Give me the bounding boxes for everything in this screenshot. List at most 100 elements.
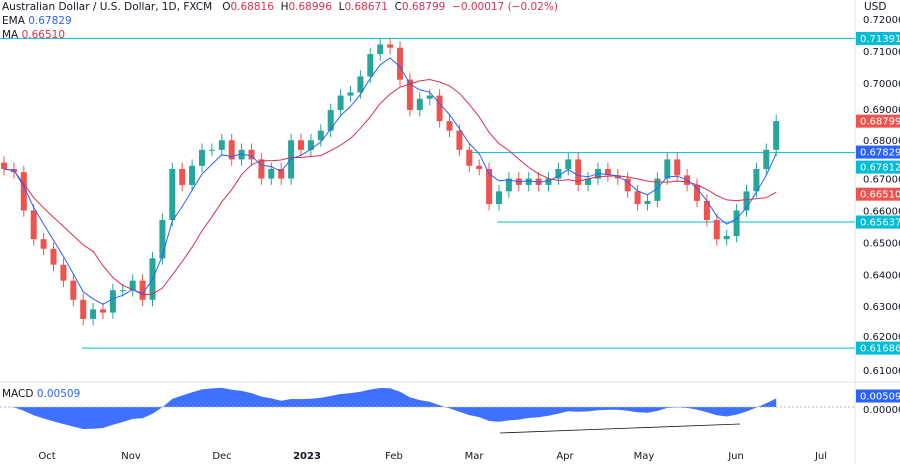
candle-body — [129, 280, 136, 291]
candle-body — [456, 130, 463, 150]
x-tick-label: Dec — [212, 451, 231, 462]
macd-value: 0.00509 — [36, 388, 81, 400]
price-tag-text: 0.71391 — [860, 34, 900, 45]
price-tag-text: 0.65637 — [860, 218, 900, 229]
price-tag-bg — [856, 187, 900, 201]
candle-body — [100, 309, 106, 313]
currency-label: USD — [864, 1, 887, 13]
ma-label: MA — [2, 29, 19, 41]
open-label: O — [222, 1, 231, 13]
level-price-tag: 0.71391 — [856, 31, 900, 45]
candle-body — [664, 159, 671, 179]
candle-body — [377, 44, 384, 55]
candle-body — [733, 210, 740, 236]
candle-body — [317, 130, 324, 141]
macd-legend[interactable]: MACD 0.00509 — [2, 388, 80, 400]
macd-price-tag: 0.00509 — [856, 389, 900, 403]
candle-body — [40, 239, 47, 249]
candle-body — [199, 149, 205, 166]
x-tick-label: Jun — [727, 451, 744, 462]
candle-body — [496, 191, 502, 205]
candle-body — [238, 149, 245, 160]
candle-body — [80, 299, 87, 319]
candle-body — [654, 178, 661, 201]
candle-body — [139, 280, 146, 300]
candle-body — [585, 178, 592, 185]
price-tag-bg — [856, 145, 900, 159]
candle-body — [70, 280, 77, 300]
macd-trend-line — [499, 423, 741, 434]
candle-body — [426, 95, 433, 99]
price-tag-bg — [856, 160, 900, 174]
close-value: 0.68799 — [401, 1, 446, 13]
candle-body — [278, 168, 285, 179]
high-label: H — [280, 1, 289, 13]
candle-body — [743, 191, 750, 211]
candle-body — [109, 290, 116, 313]
candle-body — [228, 140, 235, 160]
x-tick-label: Apr — [556, 451, 574, 462]
candle-body — [60, 264, 67, 281]
ma-legend[interactable]: MA 0.66510 — [2, 29, 65, 41]
candle-body — [248, 149, 255, 160]
candle-body — [119, 290, 126, 292]
candle-body — [446, 121, 453, 131]
candle-body — [337, 95, 344, 110]
ema-legend[interactable]: EMA 0.67829 — [2, 15, 72, 27]
price-tag-bg — [856, 389, 900, 403]
candle-body — [179, 168, 186, 185]
price-tag-text: 0.61686 — [860, 344, 900, 355]
level-price-tag: 0.67812 — [856, 160, 900, 174]
symbol-legend: Australian Dollar / U.S. Dollar, 1D, FXC… — [2, 1, 558, 13]
macd-area — [4, 387, 777, 429]
ema-line — [3, 57, 777, 305]
candle-body — [535, 178, 542, 185]
candle-body — [644, 200, 651, 205]
candle-body — [604, 168, 611, 176]
candle-body — [347, 92, 354, 96]
open-value: 0.68816 — [230, 1, 274, 13]
candle-body — [723, 235, 730, 240]
x-tick-label: Nov — [121, 451, 141, 462]
x-tick-label: 2023 — [293, 451, 321, 462]
ema-label: EMA — [2, 15, 25, 27]
candle-body — [466, 149, 473, 166]
level-price-tag: 0.65637 — [856, 215, 900, 229]
price-tag-bg — [856, 341, 900, 355]
candle-body — [486, 168, 493, 205]
price-tag-bg — [856, 215, 900, 229]
ema-value: 0.67829 — [28, 15, 72, 27]
candle-body — [565, 159, 572, 169]
x-tick-label: Mar — [465, 451, 485, 462]
price-tag-bg — [856, 114, 900, 128]
x-tick-label: Jul — [814, 451, 827, 462]
candle-body — [208, 149, 215, 151]
candle-body — [614, 175, 621, 179]
candle-body — [624, 178, 631, 192]
candle-body — [327, 109, 334, 131]
candle-body — [436, 95, 443, 122]
candle-body — [545, 178, 552, 185]
close-label: C — [394, 1, 402, 13]
candle-body — [50, 248, 57, 265]
macd-label: MACD — [2, 388, 34, 400]
level-price-tag: 0.61686 — [856, 341, 900, 355]
x-tick-label: Oct — [38, 451, 55, 462]
candle-body — [20, 172, 27, 211]
candle-body — [159, 220, 166, 259]
candle-body — [634, 191, 641, 205]
candle-body — [694, 184, 700, 201]
ma-price-tag: 0.66510 — [856, 187, 900, 201]
x-tick-label: Feb — [385, 451, 403, 462]
change-value: −0.00017 (−0.02%) — [452, 1, 558, 13]
candle-body — [1, 162, 7, 169]
last-price-tag: 0.68799 — [856, 114, 900, 128]
